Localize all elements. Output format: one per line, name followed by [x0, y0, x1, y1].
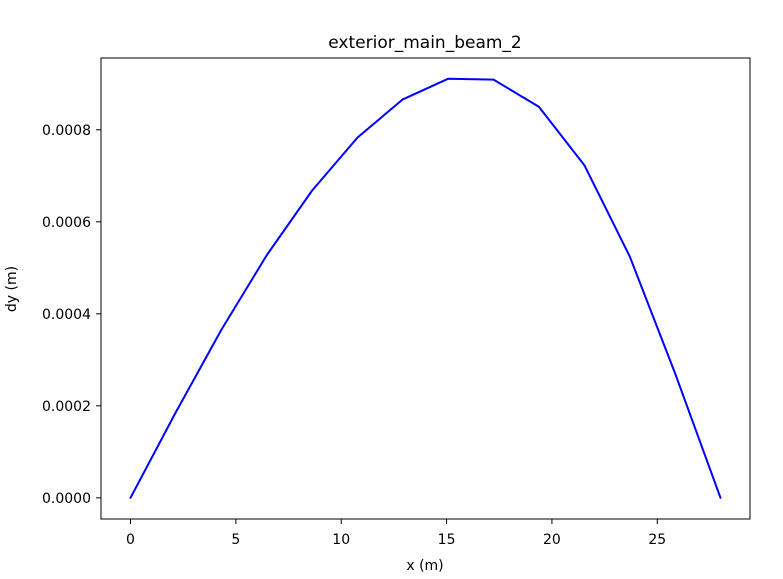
x-axis: 0 5 10 15 20 25 — [126, 519, 666, 548]
y-tick-label: 0.0006 — [42, 215, 91, 231]
y-tick-label: 0.0000 — [42, 491, 91, 507]
series-group — [129, 77, 722, 499]
x-tick-label: 25 — [648, 532, 666, 548]
x-tick-label: 15 — [438, 532, 456, 548]
y-axis-label: dy (m) — [4, 266, 20, 312]
x-tick-label: 5 — [231, 532, 240, 548]
plot-area — [100, 57, 751, 520]
y-tick-label: 0.0004 — [42, 307, 91, 323]
x-tick-label: 20 — [543, 532, 561, 548]
plot-frame — [100, 57, 751, 520]
x-tick-label: 10 — [332, 532, 350, 548]
x-axis-label: x (m) — [406, 558, 443, 574]
series-line-0 — [129, 77, 722, 499]
x-tick-label: 0 — [126, 532, 135, 548]
chart-title: exterior_main_beam_2 — [328, 33, 521, 53]
y-tick-label: 0.0008 — [42, 123, 91, 139]
y-tick-label: 0.0002 — [42, 399, 91, 415]
y-axis: 0.0000 0.0002 0.0004 0.0006 0.0008 — [42, 123, 101, 507]
